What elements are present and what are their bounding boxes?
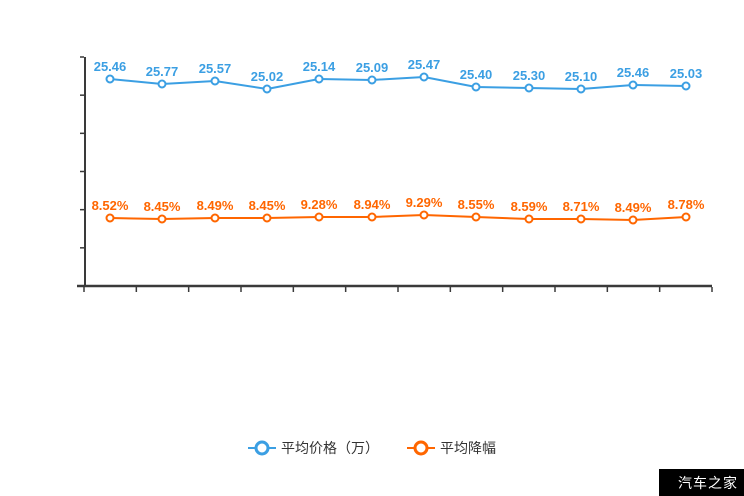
data-point[interactable] xyxy=(157,214,167,224)
data-label: 8.52% xyxy=(92,198,129,213)
data-label: 8.49% xyxy=(615,200,652,215)
series-line-0 xyxy=(109,76,687,90)
data-point[interactable] xyxy=(367,75,377,85)
data-point[interactable] xyxy=(314,74,324,84)
data-label: 25.30 xyxy=(513,68,546,83)
legend-label-average-discount: 平均降幅 xyxy=(440,440,496,456)
data-point[interactable] xyxy=(628,80,638,90)
data-label: 8.45% xyxy=(249,198,286,213)
data-label: 25.57 xyxy=(199,61,232,76)
watermark-autohome: 汽车之家 xyxy=(659,469,744,496)
watermark-text: 汽车之家 xyxy=(678,474,738,491)
data-label: 8.59% xyxy=(511,199,548,214)
data-label: 8.55% xyxy=(458,197,495,212)
data-label: 25.02 xyxy=(251,69,284,84)
discount-series-marker-icon xyxy=(407,440,435,456)
data-point[interactable] xyxy=(471,212,481,222)
data-label: 25.77 xyxy=(146,64,179,79)
data-point[interactable] xyxy=(314,212,324,222)
data-point[interactable] xyxy=(105,213,115,223)
legend-item-average-discount[interactable]: 平均降幅 xyxy=(407,440,496,456)
data-point[interactable] xyxy=(681,81,691,91)
chart-legend: 平均价格（万） 平均降幅 xyxy=(0,440,744,456)
data-label: 25.14 xyxy=(303,59,336,74)
data-point[interactable] xyxy=(524,83,534,93)
legend-item-average-price[interactable]: 平均价格（万） xyxy=(248,440,379,456)
data-label: 8.71% xyxy=(563,199,600,214)
data-label: 8.78% xyxy=(668,197,705,212)
data-point[interactable] xyxy=(576,84,586,94)
series-line-1 xyxy=(109,214,687,221)
data-label: 25.46 xyxy=(617,65,650,80)
data-point[interactable] xyxy=(210,76,220,86)
data-point[interactable] xyxy=(524,214,534,224)
data-label: 25.40 xyxy=(460,67,493,82)
data-label: 25.46 xyxy=(94,59,127,74)
legend-label-average-price: 平均价格（万） xyxy=(281,440,379,456)
data-point[interactable] xyxy=(681,212,691,222)
data-label: 8.94% xyxy=(354,197,391,212)
data-point[interactable] xyxy=(628,215,638,225)
data-label: 25.03 xyxy=(670,66,703,81)
data-label: 25.47 xyxy=(408,57,441,72)
data-point[interactable] xyxy=(210,213,220,223)
data-label: 8.45% xyxy=(144,199,181,214)
data-point[interactable] xyxy=(367,212,377,222)
data-label: 8.49% xyxy=(197,198,234,213)
data-point[interactable] xyxy=(262,84,272,94)
data-point[interactable] xyxy=(105,74,115,84)
data-point[interactable] xyxy=(576,214,586,224)
data-label: 9.28% xyxy=(301,197,338,212)
price-series-marker-icon xyxy=(248,440,276,456)
data-point[interactable] xyxy=(471,82,481,92)
data-label: 25.10 xyxy=(565,69,598,84)
data-label: 25.09 xyxy=(356,60,389,75)
data-point[interactable] xyxy=(157,79,167,89)
data-point[interactable] xyxy=(262,213,272,223)
data-point[interactable] xyxy=(419,210,429,220)
data-label: 9.29% xyxy=(406,195,443,210)
data-point[interactable] xyxy=(419,72,429,82)
